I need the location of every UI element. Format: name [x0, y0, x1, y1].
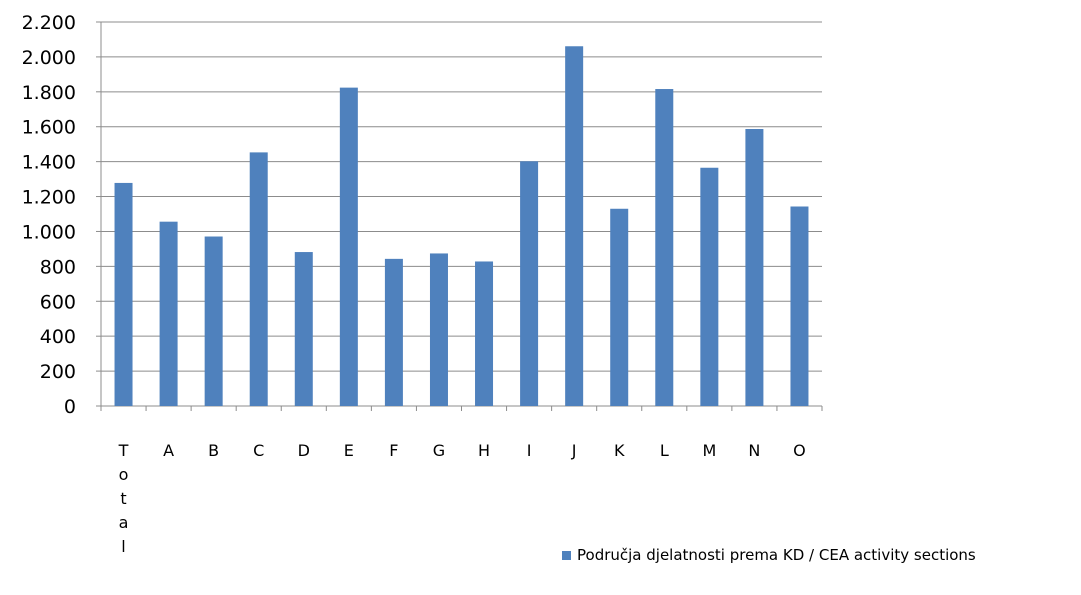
bar-n [745, 128, 764, 406]
bar-l [655, 89, 674, 406]
x-tick-label: E [344, 441, 354, 460]
x-tick-label: O [793, 441, 806, 460]
x-tick-label: C [253, 441, 264, 460]
x-tick-label: J [571, 441, 577, 460]
bar-o [790, 206, 809, 406]
y-tick-label: 600 [40, 291, 76, 313]
y-tick-label: 1.800 [22, 82, 76, 104]
legend: Područja djelatnosti prema KD / CEA acti… [562, 546, 976, 564]
y-tick-label: 2.200 [22, 12, 76, 34]
x-tick-label: G [433, 441, 445, 460]
bar-total [114, 182, 133, 406]
legend-label: Područja djelatnosti prema KD / CEA acti… [577, 546, 976, 564]
y-tick-label: 1.000 [22, 221, 76, 243]
y-tick-label: 1.200 [22, 187, 76, 209]
bar-c [249, 152, 268, 406]
legend-swatch [562, 550, 571, 560]
y-tick-label: 2.000 [22, 47, 76, 69]
bar-h [475, 261, 494, 406]
bar-b [204, 236, 223, 406]
x-tick-label: D [298, 441, 310, 460]
y-tick-label: 0 [64, 396, 76, 418]
x-tick-label: L [660, 441, 669, 460]
x-tick-label: K [614, 441, 625, 460]
bar-g [429, 253, 448, 406]
x-tick-label: N [748, 441, 760, 460]
bar-f [384, 258, 403, 406]
bar-a [159, 221, 178, 406]
x-tick-label: A [163, 441, 174, 460]
y-tick-label: 800 [40, 256, 76, 278]
bar-e [339, 87, 358, 406]
y-tick-label: 1.400 [22, 152, 76, 174]
x-tick-label: I [527, 441, 532, 460]
bar-d [294, 252, 313, 406]
y-tick-label: 400 [40, 326, 76, 348]
bar-m [700, 167, 719, 406]
x-tick-label: M [702, 441, 716, 460]
x-tick-label: F [389, 441, 398, 460]
bar-i [520, 161, 539, 406]
bar-j [565, 46, 584, 407]
x-tick-label: B [208, 441, 219, 460]
bar-k [610, 208, 629, 406]
x-tick-label: H [478, 441, 490, 460]
y-tick-label: 1.600 [22, 117, 76, 139]
y-tick-label: 200 [40, 361, 76, 383]
